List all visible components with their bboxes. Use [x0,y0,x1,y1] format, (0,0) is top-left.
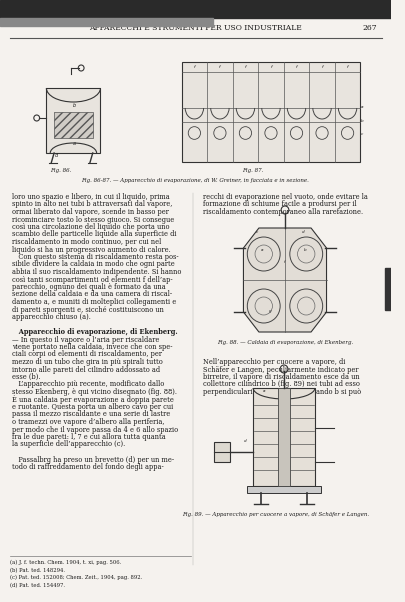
Text: f: f [270,65,272,69]
Text: birreire, il vapore di riscaldamento esce da un: birreire, il vapore di riscaldamento esc… [203,373,360,381]
Text: perpendiculari a, in modo che alzando b si può: perpendiculari a, in modo che alzando b … [203,388,361,396]
Text: Fig. 87.: Fig. 87. [243,168,264,173]
Text: riscaldamento in modo continuo, per cui nel: riscaldamento in modo continuo, per cui … [12,238,161,246]
Text: per modo che il vapore passa da 4 e 6 allo spazio: per modo che il vapore passa da 4 e 6 al… [12,426,178,433]
Text: f: f [194,65,195,69]
Bar [0,0,391,18]
Text: liquido si ha un progressivo aumento di calore.: liquido si ha un progressivo aumento di … [12,246,171,253]
Text: Fig. 89. — Apparecchio per cuocere a vapore, di Schäfer e Langen.: Fig. 89. — Apparecchio per cuocere a vap… [182,512,369,517]
Text: c: c [361,132,364,136]
Text: e ruotante. Questa porta un albero cavo per cui: e ruotante. Questa porta un albero cavo … [12,403,173,411]
Text: loro uno spazio e libero, in cui il liquido, prima: loro uno spazio e libero, in cui il liqu… [12,193,169,201]
Text: stesso Ekenberg, è qui vicino disegnato (fig. 88).: stesso Ekenberg, è qui vicino disegnato … [12,388,177,396]
Text: g: g [269,309,272,313]
Text: È una caldaia per evaporazione a doppia parete: È una caldaia per evaporazione a doppia … [12,396,173,405]
Text: f: f [283,260,285,264]
Text: f: f [296,65,297,69]
Text: ciali corpi od elementi di riscaldamento, per: ciali corpi od elementi di riscaldamento… [12,350,162,359]
Text: L’apparecchio più recente, modificato dallo: L’apparecchio più recente, modificato da… [12,380,164,388]
Text: formazione di schiume facile a prodursi per il: formazione di schiume facile a prodursi … [203,200,356,208]
Bar [215,442,230,462]
Text: — In questo il vapore o l’aria per riscaldare: — In questo il vapore o l’aria per risca… [12,335,159,344]
Text: Apparecchio di evaporazione, di Ekenberg.: Apparecchio di evaporazione, di Ekenberg… [12,328,177,336]
Text: spinto in alto nei tubi b attraversati dal vapore,: spinto in alto nei tubi b attraversati d… [12,200,172,208]
Text: Nell’apparecchio per cuocere a vapore, di: Nell’apparecchio per cuocere a vapore, d… [203,358,345,366]
Text: f: f [245,65,246,69]
Text: 267: 267 [362,24,377,32]
Text: apparecchio chiuso (a).: apparecchio chiuso (a). [12,313,90,321]
Text: intorno alle pareti del cilindro addossato ad: intorno alle pareti del cilindro addossa… [12,365,160,373]
Text: ormai liberato dal vapore, scende in basso per: ormai liberato dal vapore, scende in bas… [12,208,168,216]
Text: Fig. 88. — Caldaia di evaporazione, di Ekenberg.: Fig. 88. — Caldaia di evaporazione, di E… [217,340,353,345]
Text: a: a [263,389,265,393]
Text: recchi di evaporazione nel vuoto, onde evitare la: recchi di evaporazione nel vuoto, onde e… [203,193,368,201]
Text: sezione della caldaia e da una camera di riscal-: sezione della caldaia e da una camera di… [12,291,172,299]
Text: viene portato nella caldaia, invece che con spe-: viene portato nella caldaia, invece che … [12,343,172,351]
Text: così una circolazione del liquido che porta uno: così una circolazione del liquido che po… [12,223,169,231]
Bar [0,18,213,26]
Text: collettore cilindrico b (fig. 89) nei tubi ad esso: collettore cilindrico b (fig. 89) nei tu… [203,380,360,388]
Text: (d) Pat. ted. 154497.: (d) Pat. ted. 154497. [10,583,65,588]
Text: mezzo di un tubo che gira in più spirali tutto: mezzo di un tubo che gira in più spirali… [12,358,162,366]
Text: d: d [243,439,246,443]
Bar [278,388,290,486]
Bar [253,388,315,486]
Text: fra le due pareti: l, 7 e cui allora tutta quanta: fra le due pareti: l, 7 e cui allora tut… [12,433,165,441]
Text: la superficie dell’apparecchio (c).: la superficie dell’apparecchio (c). [12,441,125,448]
Text: di pareti sporgenti e, sicché costituiscono un: di pareti sporgenti e, sicché costituisc… [12,305,164,314]
Text: passa il mezzo riscaldante e una serie di lastre: passa il mezzo riscaldante e una serie d… [12,411,170,418]
Text: (c) Pat. ted. 152008; Chem. Zeit., 1904, pag. 892.: (c) Pat. ted. 152008; Chem. Zeit., 1904,… [10,575,142,580]
Text: sibile dividere la caldaia in modo che ogni parte: sibile dividere la caldaia in modo che o… [12,261,174,268]
Text: b: b [73,103,76,108]
Text: Con questo sistema di riscaldamento resta pos-: Con questo sistema di riscaldamento rest… [12,253,178,261]
Text: b: b [361,119,364,123]
Polygon shape [243,228,326,332]
Bar [386,268,391,310]
Text: Fig. 86.: Fig. 86. [50,168,72,173]
Text: c: c [256,230,258,234]
Text: APPARECCHI E STRUMENTI PER USO INDUSTRIALE: APPARECCHI E STRUMENTI PER USO INDUSTRIA… [89,24,301,32]
Text: a: a [73,141,76,146]
Bar [181,62,360,162]
Text: Schäfer e Langen, peculiarmente indicato per: Schäfer e Langen, peculiarmente indicato… [203,365,358,373]
Text: f: f [347,65,348,69]
Text: todo di raffreddamento del fondo degli appa-: todo di raffreddamento del fondo degli a… [12,463,163,471]
Text: parecchio, ognuno dei quali è formato da una: parecchio, ognuno dei quali è formato da… [12,283,165,291]
Text: a: a [361,105,364,109]
Text: Fig. 86-87. — Apparecchio di evaporazione, di W. Greiner, in facciata e in sezio: Fig. 86-87. — Apparecchio di evaporazion… [81,178,309,183]
Text: riscaldamento contemporaneo alla rarefazione.: riscaldamento contemporaneo alla rarefaz… [203,208,363,216]
Text: b: b [280,425,283,429]
Text: damento a, e muniti di molteplici collegamenti e: damento a, e muniti di molteplici colleg… [12,298,176,306]
Text: f: f [219,65,221,69]
Text: b: b [304,248,307,252]
Text: ricominciare tosto lo stesso giuoco. Si consegue: ricominciare tosto lo stesso giuoco. Si … [12,216,174,223]
Text: a: a [260,248,263,252]
Text: (b) Pat. ted. 148294.: (b) Pat. ted. 148294. [10,568,65,573]
Text: (a) J. f. techn. Chem. 1904, t. xi, pag. 506.: (a) J. f. techn. Chem. 1904, t. xi, pag.… [10,560,121,565]
Text: o tramezzi ove vapore d’albero alla periferia,: o tramezzi ove vapore d’albero alla peri… [12,418,164,426]
Text: scambio delle particelle liquide alla superficie di: scambio delle particelle liquide alla su… [12,231,176,238]
Text: d: d [301,230,304,234]
Text: Passalbrg ha preso un brevetto (d) per un me-: Passalbrg ha preso un brevetto (d) per u… [12,456,174,464]
Text: così tanti scompartimenti od elementi f dell’ap-: così tanti scompartimenti od elementi f … [12,276,172,284]
Bar [54,112,93,138]
Text: f: f [321,65,323,69]
Text: d: d [54,153,58,158]
Text: esse (b).: esse (b). [12,373,40,381]
Text: abbia il suo riscaldamento indipendente. Si hanno: abbia il suo riscaldamento indipendente.… [12,268,181,276]
Bar [247,486,321,493]
Bar [46,88,100,153]
